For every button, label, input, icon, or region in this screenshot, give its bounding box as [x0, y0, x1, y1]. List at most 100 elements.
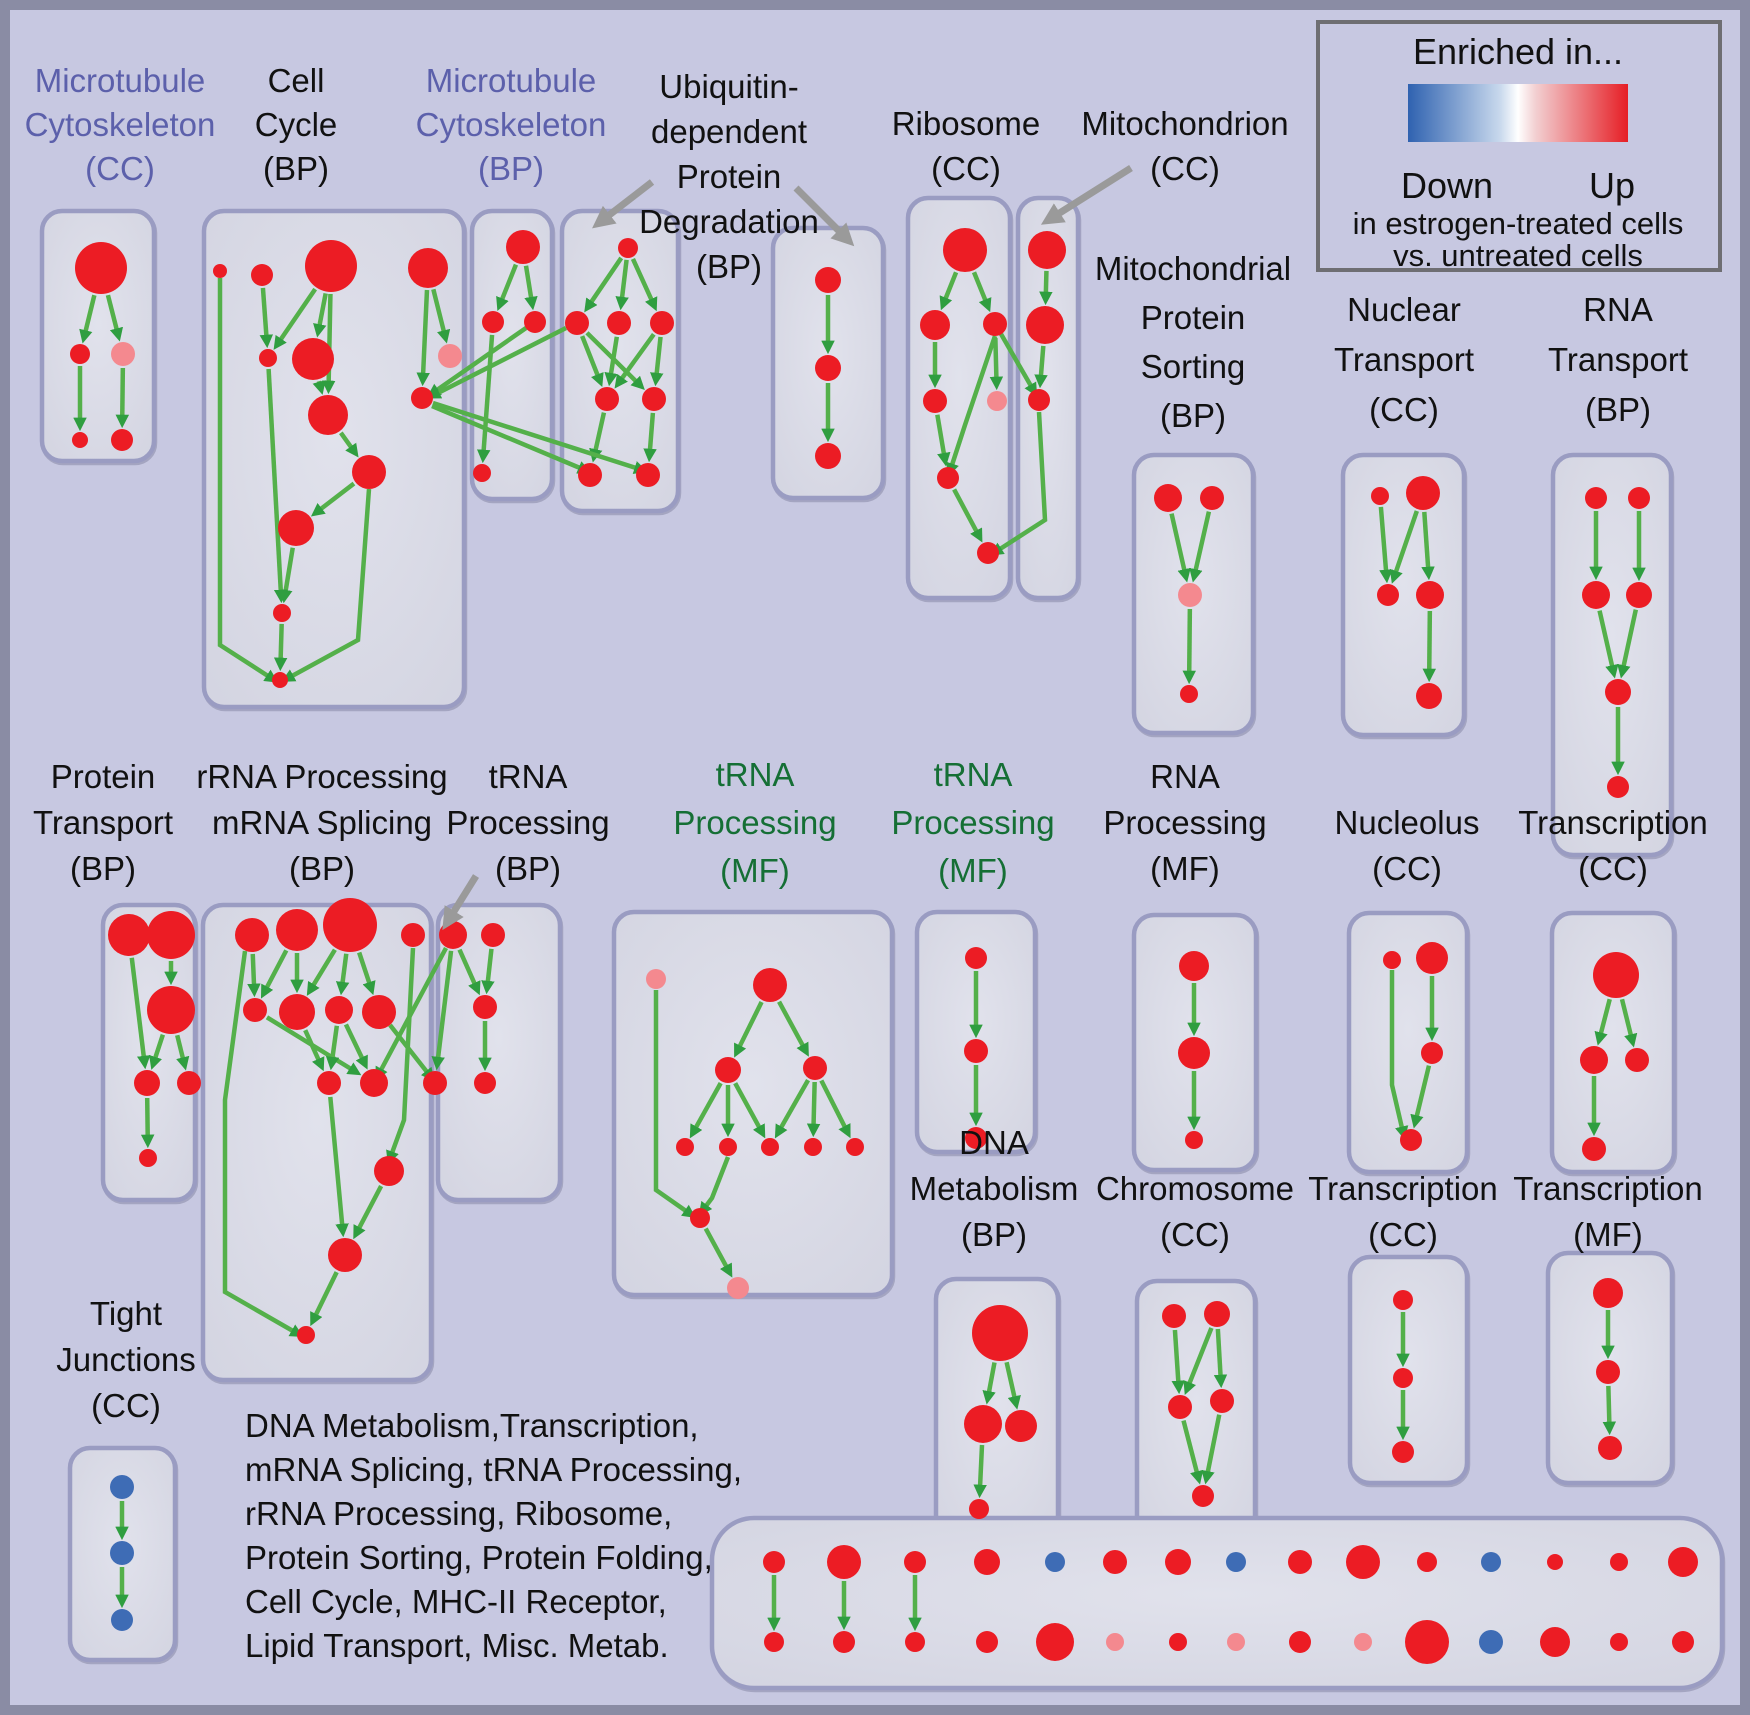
cluster-label-ubiquitin-degradation-bp-a: Degradation: [639, 203, 819, 240]
cluster-box-nucleolus-cc: [1346, 910, 1470, 1175]
go-term-node: [1421, 1042, 1443, 1064]
edge-arrow: [1169, 513, 1191, 583]
cluster-label-transcription-cc-upper: (CC): [1578, 850, 1648, 887]
labels-layer: Microtubule Cytoskeleton (CC) Cell Cycle (BP)…: [25, 62, 1708, 1424]
cluster-label-rna-processing-mf: (MF): [1150, 850, 1220, 887]
legend: Enriched in... Down Up in estrogen-treat…: [1316, 20, 1722, 273]
go-term-node: [1393, 1368, 1413, 1388]
edge-arrow: [310, 1271, 339, 1327]
misc-processes-text-line: rRNA Processing, Ribosome,: [245, 1495, 672, 1532]
edge-arrow: [989, 411, 1048, 556]
misc-processes-text-line: mRNA Splicing, tRNA Processing,: [245, 1451, 742, 1488]
edge-arrow: [774, 1079, 811, 1139]
go-term-node: [1393, 1290, 1413, 1310]
go-term-node: [904, 1551, 926, 1573]
edge-arrow: [733, 1082, 766, 1139]
cluster-box-rna-transport-bp: [1550, 452, 1674, 858]
go-term-node: [1607, 776, 1629, 798]
go-term-node: [1028, 231, 1066, 269]
go-term-node: [1540, 1627, 1570, 1657]
edge-arrow: [335, 953, 350, 996]
go-term-node: [727, 1277, 749, 1299]
go-term-node: [1371, 487, 1389, 505]
cluster-box-chromosome-cc: [1134, 1278, 1258, 1553]
edge-arrow: [306, 948, 337, 996]
edge-arrow: [703, 1227, 733, 1278]
go-term-node: [1596, 1360, 1620, 1384]
cluster-label-tight-junctions-cc: Tight: [90, 1295, 162, 1332]
go-term-node: [1626, 582, 1652, 608]
edge-arrow: [1034, 345, 1048, 389]
go-term-node: [1178, 1037, 1210, 1069]
cluster-box-nuclear-transport-cc: [1340, 452, 1467, 738]
edge-arrow: [1171, 1329, 1186, 1395]
edge-arrow: [260, 949, 289, 999]
cluster-label-trna-processing-mf-large: Processing: [673, 804, 836, 841]
edge-arrow: [273, 287, 318, 350]
edge-arrow: [310, 481, 356, 517]
go-term-node: [374, 1156, 404, 1186]
edges-layer: [73, 256, 1646, 1632]
go-term-node: [1106, 1633, 1124, 1651]
edge-arrow: [416, 289, 430, 387]
go-term-node: [213, 264, 227, 278]
edge-arrow: [989, 337, 1004, 391]
go-term-node: [763, 1551, 785, 1573]
edge-arrow: [643, 412, 657, 463]
edge-arrow: [1617, 609, 1639, 679]
go-term-node: [607, 311, 631, 335]
cluster-label-chromosome-cc: Chromosome: [1096, 1170, 1294, 1207]
go-term-node: [482, 311, 504, 333]
go-term-node: [804, 1138, 822, 1156]
go-term-node: [1227, 1633, 1245, 1651]
edge-arrow: [653, 990, 696, 1218]
go-term-node: [987, 391, 1007, 411]
edge-arrow: [1183, 1327, 1214, 1396]
go-term-node: [1179, 951, 1209, 981]
go-term-node: [1185, 1131, 1203, 1149]
go-term-node: [328, 1238, 362, 1272]
go-term-node: [815, 355, 841, 381]
go-term-node: [1417, 1552, 1437, 1572]
cluster-label-ubiquitin-degradation-bp-a: Protein: [677, 158, 782, 195]
edge-arrow: [325, 1025, 340, 1071]
go-term-node: [108, 914, 150, 956]
go-term-node: [1668, 1547, 1698, 1577]
cluster-label-microtubule-cytoskeleton-cc: Microtubule: [35, 62, 206, 99]
cluster-label-ubiquitin-degradation-bp-a: dependent: [651, 113, 807, 150]
edge-arrow: [386, 947, 416, 1165]
edge-arrow: [1181, 1419, 1204, 1485]
go-term-node: [690, 1208, 710, 1228]
cluster-label-mitochondrial-protein-sorting-bp: (BP): [1160, 397, 1226, 434]
go-term-node: [1383, 951, 1401, 969]
go-term-node: [292, 338, 334, 380]
cluster-label-microtubule-cytoskeleton-bp: Microtubule: [426, 62, 597, 99]
go-term-node: [642, 387, 666, 411]
go-term-node: [1354, 1633, 1372, 1651]
edge-arrow: [1421, 511, 1435, 581]
go-term-node: [1289, 1631, 1311, 1653]
edge-arrow: [1597, 610, 1619, 679]
edge-arrow: [1422, 610, 1437, 683]
edge-arrow: [247, 953, 261, 998]
misc-processes-text-line: Protein Sorting, Protein Folding,: [245, 1539, 713, 1576]
edge-arrow: [819, 1079, 851, 1139]
go-term-node: [243, 998, 267, 1022]
edge-arrow: [388, 1023, 435, 1082]
cluster-label-tight-junctions-cc: (CC): [91, 1387, 161, 1424]
go-term-node: [70, 344, 90, 364]
edge-arrow: [303, 1029, 325, 1072]
edge-arrow: [175, 1034, 190, 1071]
cluster-label-mitochondrial-protein-sorting-bp: Protein: [1141, 299, 1246, 336]
label-pointer-arrow: [793, 185, 855, 247]
nodes-layer: [70, 228, 1698, 1664]
edge-arrow: [935, 414, 951, 467]
cluster-label-mitochondrial-protein-sorting-bp: Sorting: [1141, 348, 1246, 385]
go-term-node: [1481, 1552, 1501, 1572]
go-term-node: [764, 1632, 784, 1652]
go-term-node: [481, 923, 505, 947]
edge-arrow: [1213, 1328, 1228, 1389]
cluster-label-trna-processing-mf-small: (MF): [938, 852, 1008, 889]
cluster-label-microtubule-cytoskeleton-bp: (BP): [478, 150, 544, 187]
